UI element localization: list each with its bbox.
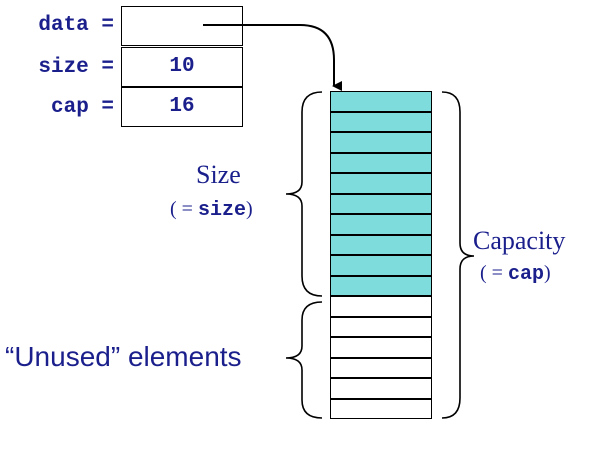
field-label-size: size = (38, 56, 114, 79)
capacity-caption: ( = cap) (480, 262, 551, 286)
array-cell-used (330, 173, 432, 194)
size-code: size (197, 199, 246, 222)
field-label-data: data = (38, 14, 114, 37)
size-title: Size (196, 160, 241, 189)
array-cell-unused (330, 357, 432, 378)
array-cell-used (330, 214, 432, 235)
array-cell-unused (330, 296, 432, 317)
array-cell-used (330, 234, 432, 255)
unused-label: “Unused” elements (5, 341, 242, 372)
array-cell-unused (330, 398, 432, 419)
capacity-title: Capacity (473, 226, 566, 255)
unused-brace (285, 301, 323, 419)
capacity-paren-open: ( = (480, 262, 508, 284)
array-cell-used (330, 111, 432, 132)
size-paren-close: ) (245, 198, 253, 220)
array-cell-unused (330, 378, 432, 399)
array-cell-unused (330, 316, 432, 337)
array-cell-used (330, 275, 432, 296)
capacity-brace (441, 91, 475, 419)
capacity-code: cap (507, 263, 544, 286)
size-brace (285, 91, 323, 297)
pointer-arrow (203, 24, 342, 91)
field-box-cap: 16 (121, 87, 243, 127)
array-cell-used (330, 152, 432, 173)
capacity-paren-close: ) (543, 262, 551, 284)
array-cell-used (330, 193, 432, 214)
size-paren-open: ( = (170, 198, 198, 220)
array-cell-unused (330, 337, 432, 358)
field-label-cap: cap = (50, 96, 114, 119)
array-cell-used (330, 132, 432, 153)
array-cell-used (330, 91, 432, 112)
field-box-size: 10 (121, 47, 243, 87)
array-cell-used (330, 255, 432, 276)
size-caption: ( = size) (170, 198, 253, 222)
